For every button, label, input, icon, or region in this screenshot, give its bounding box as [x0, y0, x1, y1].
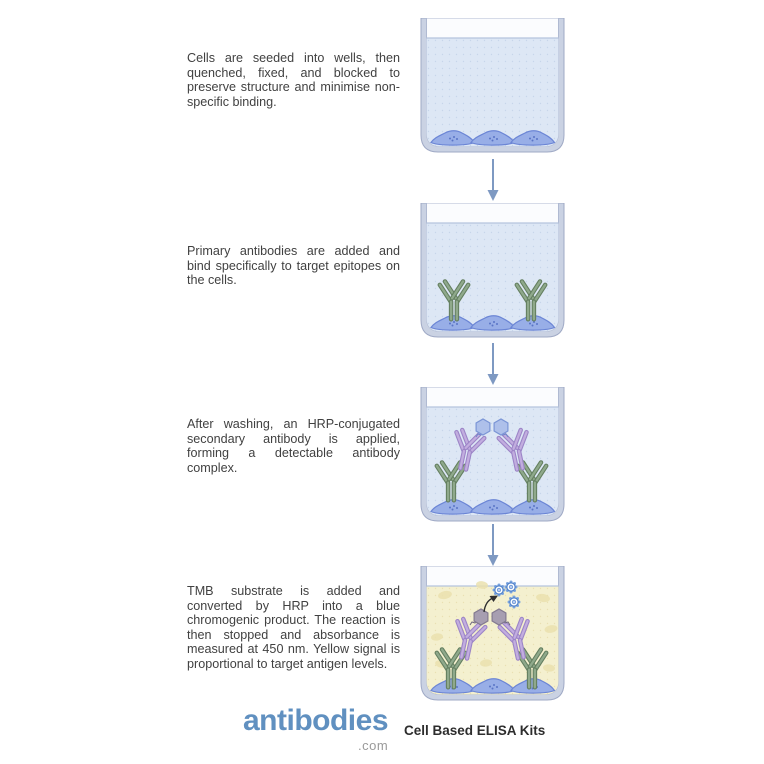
step-1-description: Cells are seeded into wells, then quench…	[187, 51, 400, 109]
down-arrow-icon	[487, 524, 499, 566]
step-2-description: Primary antibodies are added and bind sp…	[187, 244, 400, 288]
cell-icon	[430, 130, 556, 146]
brand-logo: antibodies	[243, 704, 389, 737]
well-step-3	[420, 387, 565, 522]
hrp-enzyme-icon	[475, 418, 509, 438]
step-4-description: TMB substrate is added and converted by …	[187, 584, 400, 671]
down-arrow-icon	[487, 343, 499, 385]
well-step-2	[420, 203, 565, 338]
hrp-enzyme-icon	[469, 608, 511, 626]
substrate-blob	[431, 581, 558, 672]
conversion-arrow-icon	[483, 595, 498, 613]
brand-domain-suffix: .com	[358, 738, 389, 753]
down-arrow-icon	[487, 159, 499, 201]
well-step-4	[420, 566, 565, 701]
step-3-description: After washing, an HRP-conjugated seconda…	[187, 417, 400, 475]
product-caption: Cell Based ELISA Kits	[404, 723, 546, 738]
well-step-1	[420, 18, 565, 153]
